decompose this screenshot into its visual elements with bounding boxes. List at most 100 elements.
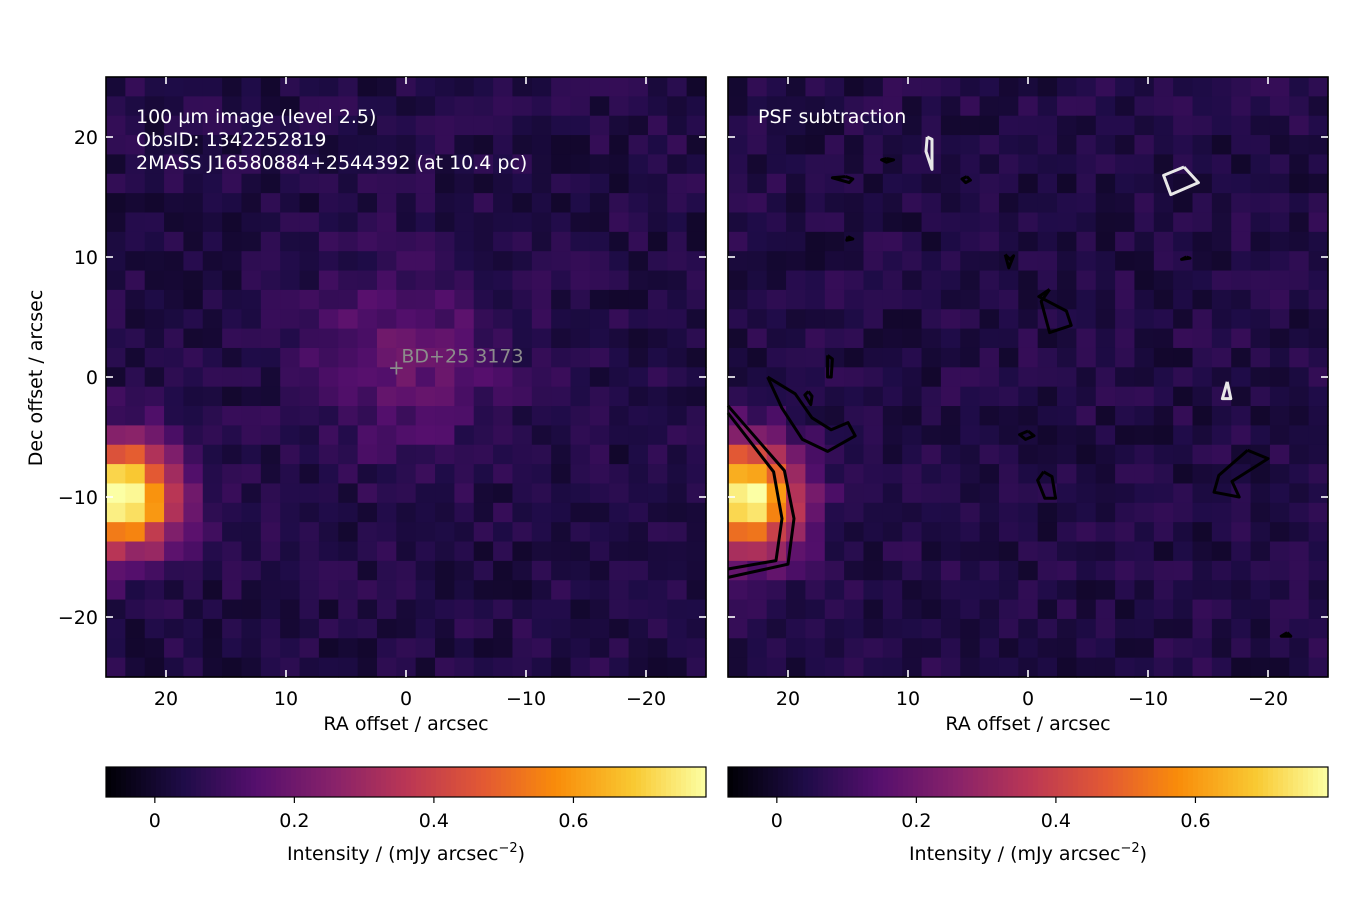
colorbar-tick-label: 0.6 [1180,810,1210,832]
heatmap-pixel [1095,483,1116,504]
heatmap-pixel [512,580,533,601]
heatmap-pixel [338,580,359,601]
source-marker: + [388,355,405,379]
heatmap-pixel [222,541,243,562]
heatmap-pixel [1095,154,1116,175]
heatmap-pixel [766,135,787,156]
heatmap-pixel [106,212,126,233]
heatmap-pixel [1134,270,1155,291]
heatmap-pixel [415,251,436,272]
heatmap-pixel [1076,231,1097,252]
heatmap-pixel [921,77,942,97]
heatmap-pixel [512,464,533,485]
heatmap-pixel [106,231,126,252]
heatmap-pixel [1037,541,1058,562]
colorbar-ticks: 0 0.2 0.4 0.6 [149,797,589,832]
heatmap-pixel [435,406,455,426]
colorbar-segment [1023,767,1029,797]
heatmap-pixel [844,347,865,368]
heatmap-pixel [1115,522,1136,543]
colorbar-segment [778,767,784,797]
heatmap-pixel [183,541,204,562]
heatmap-pixel [512,270,533,291]
colorbar-segment [823,767,829,797]
heatmap-pixel [280,638,301,659]
heatmap-pixel [531,560,552,581]
heatmap-pixel [454,173,475,194]
heatmap-pixel [1153,541,1174,562]
heatmap-pixel [1173,135,1194,156]
heatmap-pixel [1308,347,1329,368]
heatmap-pixel [493,406,514,426]
heatmap-pixel [667,464,688,485]
heatmap-pixel [1115,618,1136,639]
heatmap-pixel [299,502,320,523]
colorbar-segment [526,767,532,797]
heatmap-pixel [902,289,923,310]
colorbar-segment [898,767,904,797]
heatmap-pixel [882,560,903,581]
heatmap-pixel [1153,328,1174,349]
heatmap-pixel [415,231,436,252]
heatmap-pixel [260,251,281,272]
heatmap-pixel [1308,425,1329,446]
heatmap-pixel [824,386,845,407]
colorbar-segment [1278,767,1284,797]
heatmap-pixel [318,425,339,446]
heatmap-pixel [786,444,807,465]
heatmap-pixel [1018,406,1039,426]
heatmap-pixel [628,77,649,97]
colorbar-segment [336,767,342,797]
heatmap-pixel [628,657,649,678]
heatmap-pixel [415,289,436,310]
heatmap-pixel [1115,96,1136,117]
heatmap-pixel [589,251,610,272]
colorbar-gradient [106,767,707,797]
heatmap-pixel [1231,367,1252,388]
heatmap-pixel [202,154,223,175]
heatmap-pixel [1250,618,1271,639]
colorbar-segment [461,767,467,797]
heatmap-pixel [164,599,185,620]
heatmap-pixel [473,270,494,291]
heatmap-pixel [628,638,649,659]
heatmap-pixel [1269,347,1290,368]
heatmap-pixel [357,599,378,620]
heatmap-pixel [1308,560,1329,581]
heatmap-pixel [628,425,649,446]
heatmap-pixel [1250,425,1271,446]
heatmap-pixel [921,483,942,504]
heatmap-pixel [202,406,223,426]
heatmap-pixel [1269,289,1290,310]
colorbar-segment [241,767,247,797]
heatmap-pixel [628,386,649,407]
heatmap-pixel [747,657,768,678]
heatmap-pixel [260,425,281,446]
heatmap-pixel [1057,386,1077,407]
heatmap-pixel [164,154,185,175]
heatmap-pixel [1057,425,1077,446]
heatmap-pixel [396,135,417,156]
heatmap-pixel [164,522,185,543]
colorbar-segment [611,767,617,797]
heatmap-pixel [902,135,923,156]
colorbar-segment [783,767,789,797]
heatmap-pixel [1250,347,1271,368]
heatmap-pixel [1231,154,1252,175]
heatmap-pixel [1308,580,1329,601]
heatmap-pixel [1250,212,1271,233]
heatmap-pixel [647,309,668,330]
contour-line [1018,429,1036,441]
heatmap-pixel [260,193,281,214]
heatmap-pixel [376,96,397,117]
heatmap-pixel [144,522,165,543]
heatmap-pixel [998,444,1019,465]
heatmap-pixel [144,502,165,523]
x-tick-label: 20 [776,688,800,710]
colorbar-segment [441,767,447,797]
heatmap-pixel [1231,270,1252,291]
heatmap-pixel [183,483,204,504]
colorbar-segment [516,767,522,797]
heatmap-pixel [805,657,826,678]
heatmap-pixel [202,483,223,504]
